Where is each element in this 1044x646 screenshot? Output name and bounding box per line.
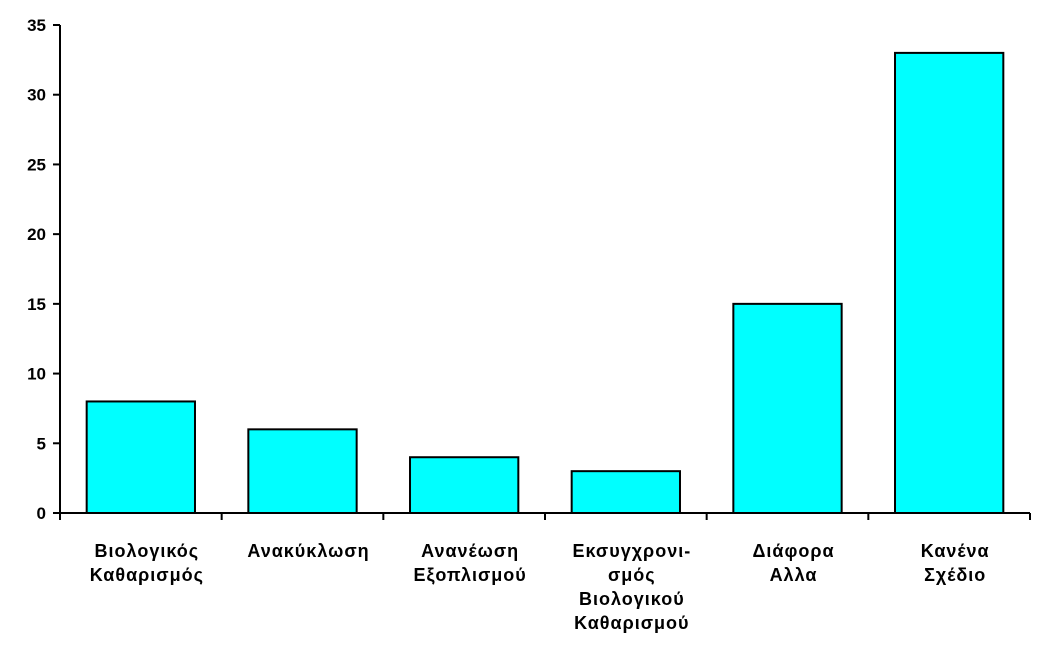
x-category-label-line: Καθαρισμού (574, 613, 689, 633)
x-category-label: Εκσυγχρονι-σμός Βιολογικού Καθαρισμού (572, 541, 691, 633)
y-tick-label: 30 (27, 86, 46, 105)
x-category-label-line: Διάφορα (752, 541, 834, 561)
x-category-label-line: σμός (608, 565, 656, 585)
y-tick-label: 10 (27, 365, 46, 384)
x-category-label-line: Βιολογικού (579, 589, 685, 609)
x-category-label: Διάφορα Αλλα (752, 541, 834, 585)
x-category-label-line: Ανανέωση (421, 541, 519, 561)
y-tick-label: 20 (27, 225, 46, 244)
x-category-label: Ανανέωση Εξοπλισμού (414, 541, 527, 586)
x-category-label: Ανακύκλωση (247, 541, 369, 561)
bar (732, 302, 843, 514)
x-category-label: Βιολογικός Καθαρισμός (90, 541, 204, 585)
y-tick-label: 25 (27, 155, 46, 174)
x-axis-ticks (59, 513, 1031, 520)
bar (409, 456, 520, 515)
bar (85, 400, 196, 515)
x-category-label-line: Βιολογικός (95, 541, 200, 561)
x-category-label-line: Εξοπλισμού (414, 565, 527, 586)
y-tick-label: 5 (37, 434, 46, 453)
y-tick-label: 0 (37, 504, 46, 523)
category-labels: Βιολογικός Καθαρισμός Ανακύκλωση Ανανέωση Εξ… (90, 541, 990, 633)
x-category-label: Κανένα Σχέδιο (921, 541, 990, 585)
bar (570, 470, 681, 514)
bars (85, 51, 1005, 515)
y-tick-label: 35 (27, 16, 46, 35)
x-category-label-line: Εκσυγχρονι- (572, 541, 691, 561)
x-category-label-line: Αλλα (770, 565, 818, 585)
x-category-label-line: Κανένα (921, 541, 990, 561)
x-category-label-line: Σχέδιο (924, 565, 986, 585)
x-category-label-line: Ανακύκλωση (247, 541, 369, 561)
x-category-label-line: Καθαρισμός (90, 565, 204, 585)
y-tick-label: 15 (27, 295, 46, 314)
bar (247, 428, 358, 515)
y-axis-ticks: 0 5 10 15 20 25 30 35 (27, 16, 60, 523)
bar (894, 51, 1005, 515)
